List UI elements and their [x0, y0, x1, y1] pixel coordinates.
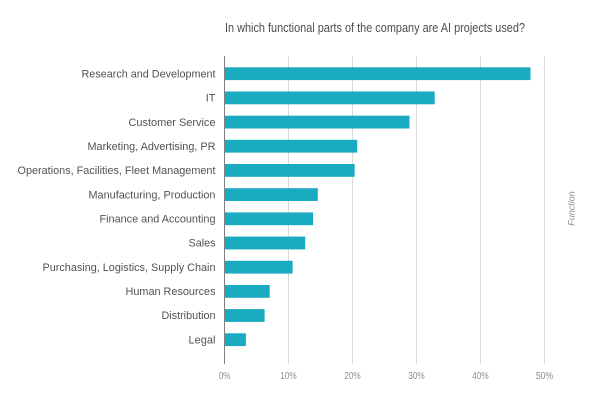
svg-text:Finance and Accounting: Finance and Accounting [100, 214, 216, 226]
svg-text:Marketing, Advertising, PR: Marketing, Advertising, PR [88, 141, 216, 153]
svg-text:Operations, Facilities, Fleet: Operations, Facilities, Fleet Management [18, 165, 216, 177]
svg-text:Distribution: Distribution [162, 310, 216, 322]
svg-text:10%: 10% [280, 371, 297, 382]
svg-text:Purchasing, Logistics, Supply: Purchasing, Logistics, Supply Chain [43, 262, 216, 274]
svg-text:Manufacturing, Production: Manufacturing, Production [89, 189, 216, 201]
svg-text:0%: 0% [219, 371, 231, 382]
svg-text:Function: Function [567, 191, 577, 226]
svg-text:Research and Development: Research and Development [82, 68, 216, 80]
svg-text:30%: 30% [408, 371, 425, 382]
svg-text:Customer Service: Customer Service [129, 117, 216, 129]
svg-text:In which functional parts of t: In which functional parts of the company… [225, 21, 525, 35]
svg-text:20%: 20% [344, 371, 361, 382]
svg-text:Legal: Legal [189, 334, 216, 346]
svg-text:40%: 40% [472, 371, 489, 382]
svg-text:Sales: Sales [189, 238, 216, 250]
svg-text:IT: IT [206, 93, 216, 105]
svg-text:Human Resources: Human Resources [126, 286, 216, 298]
svg-text:50%: 50% [536, 371, 553, 382]
